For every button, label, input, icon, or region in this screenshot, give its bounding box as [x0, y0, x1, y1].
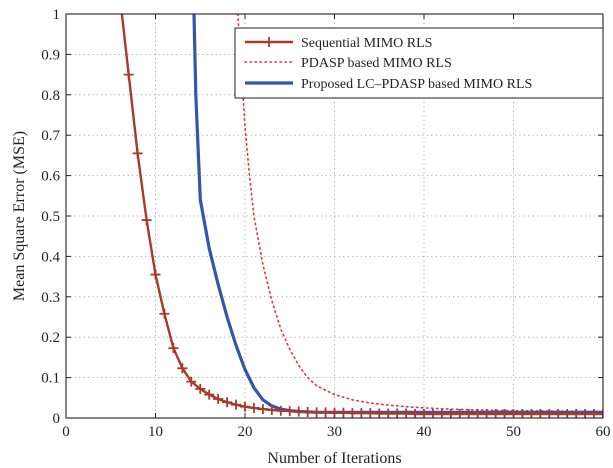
data-point-marker [481, 408, 492, 418]
data-point-marker [499, 408, 510, 418]
data-point-marker [231, 399, 242, 410]
data-point-marker [347, 408, 358, 418]
data-point-marker [383, 408, 394, 418]
data-point-marker [338, 407, 349, 418]
data-point-marker [410, 408, 421, 418]
axis-frame [65, 13, 604, 419]
y-tick-label: 0.1 [41, 371, 60, 387]
y-tick-label: 0.5 [41, 209, 60, 225]
data-point-marker [195, 383, 206, 394]
data-point-marker [508, 408, 519, 418]
series-line-pdasp [237, 14, 603, 413]
series-0 [120, 14, 603, 418]
data-point-marker [257, 404, 268, 415]
series-1 [237, 14, 603, 413]
data-point-marker [132, 148, 143, 159]
x-tick-label: 50 [506, 424, 521, 440]
data-point-marker [374, 408, 385, 418]
data-point-marker [517, 408, 528, 418]
legend-box [234, 27, 604, 99]
data-point-marker [302, 406, 313, 417]
data-point-marker [240, 401, 250, 412]
data-point-marker [490, 408, 501, 418]
data-point-marker [159, 308, 170, 319]
y-tick-label: 0.7 [41, 128, 60, 144]
legend: Sequential MIMO RLS PDASP based MIMO RLS P… [234, 27, 604, 99]
data-point-marker [204, 389, 215, 400]
x-axis-title: Number of Iterations [267, 450, 401, 467]
y-tick-label: 1 [53, 7, 61, 23]
y-tick-label: 0.8 [41, 88, 60, 104]
legend-label-proposed: Proposed LC–PDASP based MIMO RLS [301, 77, 532, 92]
data-point-marker [365, 408, 376, 418]
data-point-marker [553, 408, 564, 418]
data-point-marker [222, 397, 233, 408]
x-tick-label: 40 [417, 424, 432, 440]
data-point-marker [284, 406, 295, 417]
data-point-marker [598, 408, 603, 418]
data-point-marker [445, 408, 456, 418]
data-point-marker [213, 394, 224, 405]
x-tick-label: 0 [62, 424, 70, 440]
data-point-marker [177, 363, 188, 374]
data-point-marker [401, 408, 412, 418]
data-point-marker [311, 407, 322, 418]
data-point-marker [526, 408, 537, 418]
data-point-marker [580, 408, 591, 418]
data-point-marker [329, 407, 340, 418]
data-point-marker [454, 408, 465, 418]
data-point-marker [123, 69, 134, 80]
data-point-marker [436, 408, 447, 418]
data-point-marker [248, 402, 259, 413]
data-point-marker [392, 408, 403, 418]
data-point-marker [168, 343, 179, 354]
data-point-marker [562, 408, 573, 418]
y-tick-label: 0.4 [41, 249, 60, 265]
series-line-sequential-lead [120, 14, 130, 75]
series-group [120, 14, 603, 418]
y-axis-title: Mean Square Error (MSE) [11, 131, 28, 301]
y-tick-label: 0.3 [41, 290, 60, 306]
data-point-marker [589, 408, 600, 418]
data-point-marker [275, 405, 286, 416]
y-tick-label: 0.9 [41, 47, 60, 63]
y-tick-label: 0.2 [41, 330, 60, 346]
x-axis: 0 10 20 30 40 50 60 [62, 14, 611, 440]
data-point-marker [571, 408, 582, 418]
data-point-marker [186, 376, 197, 387]
data-point-marker [293, 406, 304, 417]
data-point-marker [427, 408, 438, 418]
legend-label-pdasp: PDASP based MIMO RLS [301, 56, 452, 71]
data-point-marker [141, 215, 152, 226]
y-axis: 0 0.1 0.2 0.3 0.4 0.5 0.6 0.7 0.8 0.9 1 [41, 7, 603, 427]
data-point-marker [266, 404, 277, 415]
x-tick-label: 30 [327, 424, 342, 440]
legend-marker-sequential [264, 37, 274, 47]
y-tick-label: 0 [53, 411, 61, 427]
data-point-marker [535, 408, 546, 418]
legend-label-sequential: Sequential MIMO RLS [301, 36, 432, 51]
data-point-marker [356, 408, 367, 418]
data-point-marker [150, 269, 161, 280]
x-tick-label: 60 [596, 424, 611, 440]
data-point-marker [320, 407, 331, 418]
y-tick-label: 0.6 [41, 169, 60, 185]
data-point-marker [463, 408, 474, 418]
data-point-marker [544, 408, 555, 418]
data-point-marker [419, 408, 429, 418]
x-tick-label: 20 [238, 424, 253, 440]
data-point-marker [472, 408, 483, 418]
x-tick-label: 10 [148, 424, 163, 440]
